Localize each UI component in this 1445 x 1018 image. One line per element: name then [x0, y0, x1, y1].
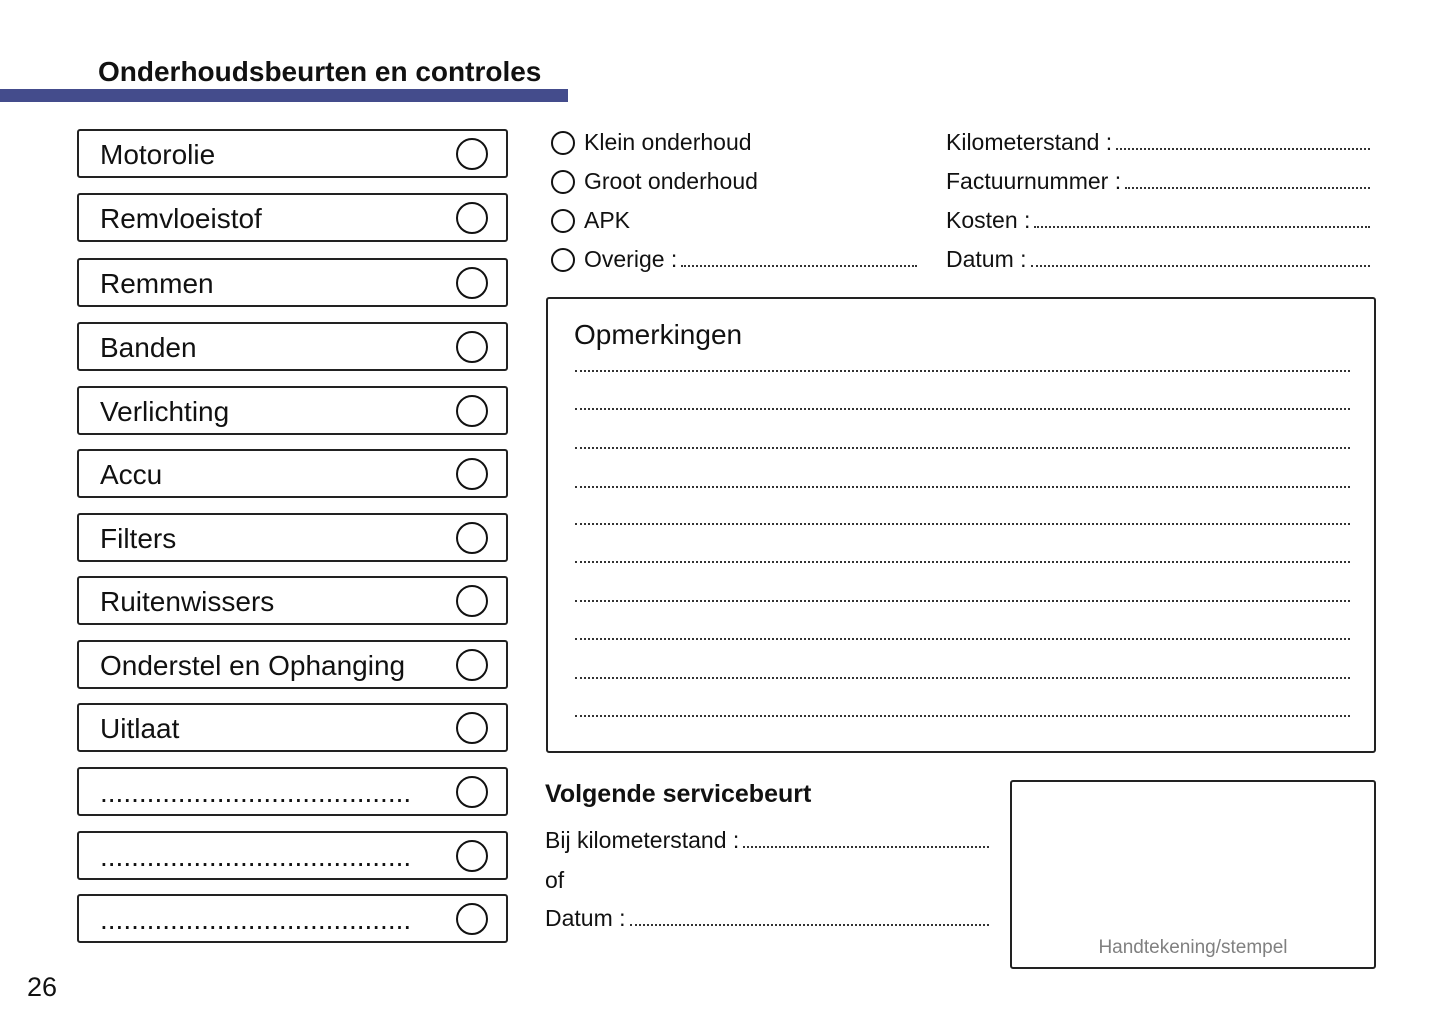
- checklist-label: Filters: [100, 523, 177, 554]
- checklist-label: Ruitenwissers: [100, 586, 275, 617]
- option-label: Overige :: [584, 246, 678, 272]
- checklist-label: ........................................: [100, 904, 412, 935]
- note-line[interactable]: [575, 638, 1350, 640]
- next-mileage-label: Bij kilometerstand :: [545, 827, 740, 853]
- field-label: Factuurnummer :: [946, 168, 1122, 194]
- checklist-label: Uitlaat: [100, 713, 180, 744]
- checkbox-circle-icon[interactable]: [456, 522, 488, 554]
- checklist-label: Banden: [100, 332, 197, 363]
- next-service-title: Volgende servicebeurt: [545, 780, 812, 808]
- info-field[interactable]: Factuurnummer :: [946, 168, 1370, 195]
- service-type-option[interactable]: Groot onderhoud: [551, 168, 758, 195]
- field-label: Kosten :: [946, 207, 1031, 233]
- checklist-label: Onderstel en Ophanging: [100, 650, 406, 681]
- dotted-line: [743, 846, 989, 848]
- dotted-line: [1116, 148, 1370, 150]
- option-label: Groot onderhoud: [584, 168, 758, 194]
- checklist-label: Verlichting: [100, 396, 230, 427]
- radio-circle-icon[interactable]: [551, 208, 575, 233]
- radio-circle-icon[interactable]: [551, 169, 575, 194]
- dotted-line: [629, 924, 989, 926]
- checklist-item[interactable]: Uitlaat: [77, 703, 508, 752]
- note-line[interactable]: [575, 486, 1350, 488]
- checklist-item[interactable]: ........................................: [77, 894, 508, 943]
- checkbox-circle-icon[interactable]: [456, 776, 488, 808]
- checklist-label: ........................................: [100, 841, 412, 872]
- service-type-option[interactable]: Klein onderhoud: [551, 129, 752, 156]
- checklist-item[interactable]: Banden: [77, 322, 508, 371]
- next-date-field[interactable]: Datum :: [545, 905, 989, 932]
- note-line[interactable]: [575, 447, 1350, 449]
- service-type-option[interactable]: Overige :: [551, 246, 918, 273]
- page-number: 26: [27, 972, 58, 1002]
- signature-box[interactable]: Handtekening/stempel: [1010, 780, 1376, 969]
- checklist-item[interactable]: Motorolie: [77, 129, 508, 178]
- checklist-item[interactable]: Verlichting: [77, 386, 508, 435]
- checkbox-circle-icon[interactable]: [456, 138, 488, 170]
- checklist-item[interactable]: Remvloeistof: [77, 193, 508, 242]
- field-label: Kilometerstand :: [946, 129, 1113, 155]
- checklist-item[interactable]: Remmen: [77, 258, 508, 307]
- checkbox-circle-icon[interactable]: [456, 903, 488, 935]
- checklist-label: Remvloeistof: [100, 203, 262, 234]
- option-label: Klein onderhoud: [584, 129, 752, 155]
- checklist-label: Accu: [100, 459, 163, 490]
- checklist-item[interactable]: Accu: [77, 449, 508, 498]
- notes-title: Opmerkingen: [574, 319, 743, 350]
- checkbox-circle-icon[interactable]: [456, 267, 488, 299]
- field-label: Datum :: [946, 246, 1027, 272]
- note-line[interactable]: [575, 523, 1350, 525]
- info-field[interactable]: Kosten :: [946, 207, 1370, 234]
- info-field[interactable]: Datum :: [946, 246, 1370, 273]
- checklist-label: Remmen: [100, 268, 214, 299]
- checkbox-circle-icon[interactable]: [456, 202, 488, 234]
- note-line[interactable]: [575, 561, 1350, 563]
- next-mileage-field[interactable]: Bij kilometerstand :: [545, 827, 989, 854]
- option-label: APK: [584, 207, 631, 233]
- dotted-line: [681, 265, 918, 267]
- radio-circle-icon[interactable]: [551, 247, 575, 272]
- signature-label: Handtekening/stempel: [1098, 937, 1288, 958]
- checklist-item[interactable]: Ruitenwissers: [77, 576, 508, 625]
- checkbox-circle-icon[interactable]: [456, 712, 488, 744]
- next-date-label: Datum :: [545, 905, 626, 931]
- dotted-line: [1125, 187, 1370, 189]
- notes-box: Opmerkingen: [546, 297, 1376, 753]
- checkbox-circle-icon[interactable]: [456, 331, 488, 363]
- checklist-item[interactable]: Onderstel en Ophanging: [77, 640, 508, 689]
- service-type-option[interactable]: APK: [551, 207, 630, 234]
- checkbox-circle-icon[interactable]: [456, 458, 488, 490]
- note-line[interactable]: [575, 677, 1350, 679]
- checklist-item[interactable]: Filters: [77, 513, 508, 562]
- title-accent-bar: [0, 89, 568, 102]
- page-title: Onderhoudsbeurten en controles: [98, 56, 542, 87]
- dotted-line: [1030, 265, 1370, 267]
- radio-circle-icon[interactable]: [551, 130, 575, 155]
- note-line[interactable]: [575, 408, 1350, 410]
- checklist-item[interactable]: ........................................: [77, 767, 508, 816]
- info-field[interactable]: Kilometerstand :: [946, 129, 1370, 156]
- checkbox-circle-icon[interactable]: [456, 395, 488, 427]
- dotted-line: [1034, 226, 1370, 228]
- note-line[interactable]: [575, 600, 1350, 602]
- or-label: of: [545, 867, 565, 893]
- checklist-label: ........................................: [100, 777, 412, 808]
- checkbox-circle-icon[interactable]: [456, 649, 488, 681]
- checkbox-circle-icon[interactable]: [456, 585, 488, 617]
- note-line[interactable]: [575, 715, 1350, 717]
- note-line[interactable]: [575, 370, 1350, 372]
- checklist-item[interactable]: ........................................: [77, 831, 508, 880]
- checkbox-circle-icon[interactable]: [456, 840, 488, 872]
- checklist-label: Motorolie: [100, 139, 216, 170]
